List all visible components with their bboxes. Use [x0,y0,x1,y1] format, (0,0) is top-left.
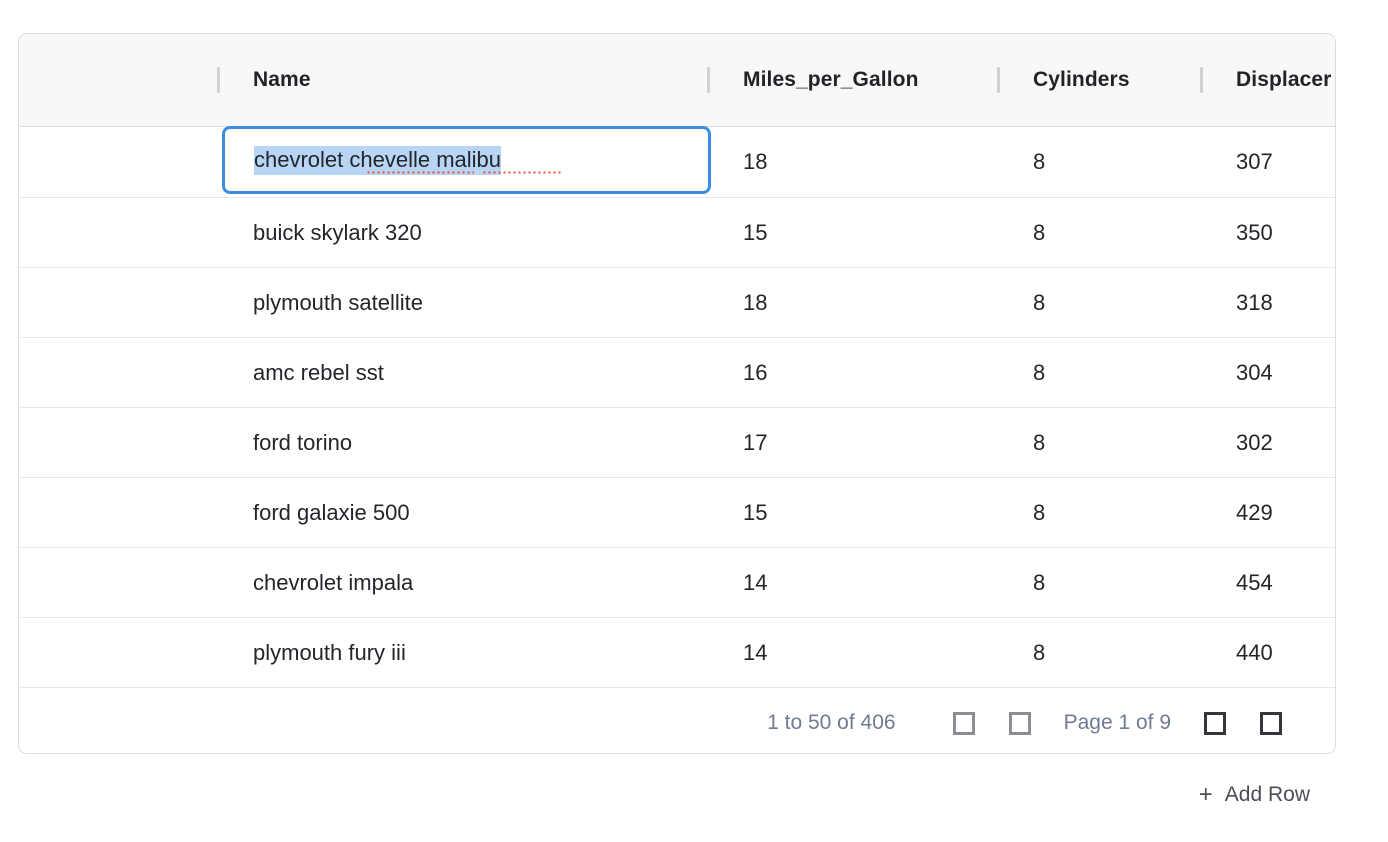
cell-displacement[interactable]: 429 [1236,499,1273,525]
table-row[interactable]: amc rebel sst 16 8 304 [19,338,1335,408]
cell-cylinders[interactable]: 8 [1033,639,1046,665]
column-resize-handle-cylinders[interactable] [997,67,1000,93]
spellcheck-underline-icon [482,170,562,174]
cell-displacement[interactable]: 307 [1236,149,1273,174]
pagination-page-text: Page 1 of 9 [1063,711,1171,734]
cell-miles-per-gallon[interactable]: 17 [743,429,768,455]
row-gutter [19,338,217,407]
cell-displacement[interactable]: 302 [1236,429,1273,455]
grid-header-row: Name Miles_per_Gallon Cylinders Displace… [19,34,1335,127]
cell-name[interactable]: buick skylark 320 [253,219,422,245]
cell-displacement[interactable]: 350 [1236,219,1273,245]
cell-editor-text[interactable]: chevrolet chevelle malibu [254,145,562,175]
row-gutter [19,127,217,197]
cell-name[interactable]: ford galaxie 500 [253,499,410,525]
table-row[interactable]: plymouth fury iii 14 8 440 [19,618,1335,688]
cell-name[interactable]: ford torino [253,429,353,455]
cell-displacement[interactable]: 304 [1236,359,1273,385]
cell-miles-per-gallon[interactable]: 14 [743,639,768,665]
column-header-gutter [19,34,217,126]
column-header-name[interactable]: Name [217,34,707,126]
table-row[interactable]: ford torino 17 8 302 [19,408,1335,478]
table-row[interactable]: chevrolet impala 14 8 454 [19,548,1335,618]
data-grid: Name Miles_per_Gallon Cylinders Displace… [18,33,1336,754]
grid-body: 18 8 307 chevrolet chevelle malibu buick… [19,126,1335,688]
table-row[interactable]: plymouth satellite 18 8 318 [19,268,1335,338]
cell-cylinders[interactable]: 8 [1033,219,1046,245]
next-page-button[interactable] [1204,711,1226,735]
first-page-button[interactable] [952,711,975,735]
column-resize-handle-displacement[interactable] [1200,67,1203,93]
previous-page-button[interactable] [1008,711,1031,735]
cell-cylinders[interactable]: 8 [1033,359,1046,385]
cell-name[interactable]: chevrolet impala [253,569,414,595]
row-gutter [19,548,217,617]
cell-displacement[interactable]: 318 [1236,289,1273,315]
column-header-miles-per-gallon[interactable]: Miles_per_Gallon [707,34,997,126]
column-header-label-name: Name [253,68,311,91]
spellcheck-underline-icon [366,170,474,174]
plus-icon: + [1198,781,1213,808]
row-gutter [19,478,217,547]
table-row[interactable]: ford galaxie 500 15 8 429 [19,478,1335,548]
column-header-displacement[interactable]: Displacer [1200,34,1335,126]
pagination-bar: 1 to 50 of 406 Page 1 of 9 [19,688,1335,753]
cell-name[interactable]: plymouth satellite [253,289,423,315]
cell-miles-per-gallon[interactable]: 18 [743,289,768,315]
cell-miles-per-gallon[interactable]: 15 [743,499,768,525]
column-header-cylinders[interactable]: Cylinders [997,34,1200,126]
cell-name[interactable]: plymouth fury iii [253,639,406,665]
cell-miles-per-gallon[interactable]: 18 [743,149,768,174]
table-row[interactable]: buick skylark 320 15 8 350 [19,198,1335,268]
add-row-button[interactable]: + Add Row [1199,783,1310,807]
row-gutter [19,408,217,477]
column-resize-handle-miles-per-gallon[interactable] [707,67,710,93]
cell-name[interactable]: amc rebel sst [253,359,384,385]
column-header-label-miles-per-gallon: Miles_per_Gallon [743,68,919,91]
row-gutter [19,618,217,687]
column-header-label-cylinders: Cylinders [1033,68,1130,91]
row-gutter [19,268,217,337]
column-resize-handle-name[interactable] [217,67,220,93]
cell-miles-per-gallon[interactable]: 14 [743,569,768,595]
table-row[interactable]: 18 8 307 chevrolet chevelle malibu [19,126,1335,198]
cell-cylinders[interactable]: 8 [1033,289,1046,315]
cell-miles-per-gallon[interactable]: 15 [743,219,768,245]
cell-miles-per-gallon[interactable]: 16 [743,359,768,385]
pagination-range-text: 1 to 50 of 406 [767,711,896,734]
add-row-label: Add Row [1224,783,1310,806]
column-header-label-displacement: Displacer [1236,68,1332,91]
cell-cylinders[interactable]: 8 [1033,149,1046,174]
cell-cylinders[interactable]: 8 [1033,429,1046,455]
last-page-button[interactable] [1260,711,1282,735]
row-gutter [19,198,217,267]
cell-editor-name[interactable]: chevrolet chevelle malibu [222,126,711,194]
cell-displacement[interactable]: 454 [1236,569,1273,595]
cell-cylinders[interactable]: 8 [1033,499,1046,525]
cell-cylinders[interactable]: 8 [1033,569,1046,595]
cell-displacement[interactable]: 440 [1236,639,1273,665]
